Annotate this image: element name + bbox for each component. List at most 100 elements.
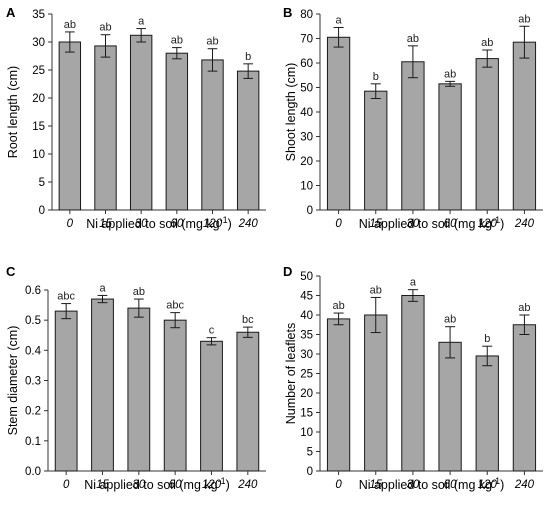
y-tick-label: 35 (32, 9, 45, 21)
x-tick-label: 120 (478, 218, 498, 230)
x-tick-label: 240 (514, 479, 535, 491)
y-tick-label: 60 (300, 58, 313, 70)
significance-letter: ab (370, 284, 382, 296)
x-tick-label: 0 (63, 479, 70, 491)
bar (236, 70, 260, 211)
significance-letter: a (336, 14, 343, 26)
y-tick-label: 80 (300, 9, 313, 21)
y-tick-label: 25 (300, 369, 313, 381)
x-tick-label: 120 (202, 479, 222, 491)
y-tick-label: 40 (300, 107, 313, 119)
significance-letter: b (245, 51, 251, 63)
x-tick-label: 30 (135, 218, 148, 230)
y-tick-label: 0.3 (25, 376, 41, 388)
x-tick-label: 30 (132, 479, 145, 491)
bar (200, 340, 223, 472)
bar (236, 331, 260, 472)
y-tick-label: 20 (32, 93, 45, 105)
y-tick-label: 45 (300, 291, 313, 303)
significance-letter: a (99, 282, 106, 294)
bar (512, 41, 537, 211)
significance-letter: abc (166, 300, 184, 312)
significance-letter: ab (99, 22, 111, 34)
significance-letter: ab (171, 35, 183, 47)
y-tick-label: 20 (300, 156, 313, 168)
significance-letter: ab (518, 302, 530, 314)
y-tick-label: 35 (300, 330, 313, 342)
y-tick-label: 0.0 (25, 466, 41, 478)
bar (401, 61, 425, 211)
x-tick-label: 15 (369, 218, 382, 230)
bar (475, 58, 499, 211)
x-axis-title: Ni applied to soil (mg kg-1) (84, 476, 230, 492)
x-tick-label: 0 (67, 218, 74, 230)
y-tick-label: 50 (300, 271, 313, 283)
significance-letter: ab (444, 68, 456, 80)
x-tick-label: 60 (169, 479, 182, 491)
bar (201, 59, 224, 211)
significance-letter: ab (64, 19, 76, 31)
bar (94, 45, 117, 211)
bar (326, 36, 351, 211)
significance-letter: b (484, 333, 490, 345)
bar (165, 52, 189, 211)
x-tick-label: 15 (96, 479, 109, 491)
bar (364, 314, 388, 472)
y-tick-label: 0.2 (25, 406, 41, 418)
y-tick-label: 0.5 (25, 315, 41, 327)
y-tick-label: 70 (300, 34, 313, 46)
bar (438, 341, 462, 472)
bar (326, 318, 351, 472)
y-tick-label: 5 (307, 447, 313, 459)
panel-letter: D (283, 264, 292, 279)
y-tick-label: 30 (300, 349, 313, 361)
y-axis-title: Shoot length (cm) (284, 63, 298, 162)
x-tick-label: 30 (407, 479, 420, 491)
bar (364, 90, 388, 211)
x-tick-label: 240 (238, 218, 259, 230)
x-tick-label: 60 (444, 479, 457, 491)
x-tick-label: 30 (407, 218, 420, 230)
significance-letter: ab (332, 300, 344, 312)
y-tick-label: 30 (300, 132, 313, 144)
significance-letter: ab (206, 36, 218, 48)
x-axis-title: Ni applied to soil (mg kg-1) (359, 476, 505, 492)
y-tick-label: 40 (300, 310, 313, 322)
bar (91, 298, 114, 472)
significance-letter: ab (444, 314, 456, 326)
panel-letter: B (283, 5, 292, 20)
y-tick-label: 0.4 (25, 345, 42, 357)
x-tick-label: 0 (335, 218, 342, 230)
x-tick-label: 0 (335, 479, 342, 491)
y-axis-title: Stem diameter (cm) (6, 326, 20, 436)
y-tick-label: 0.6 (25, 285, 41, 297)
y-tick-label: 10 (32, 149, 45, 161)
y-tick-label: 10 (300, 181, 313, 193)
bar (54, 310, 78, 472)
significance-letter: b (373, 71, 379, 83)
panel-d: D 0 5 10 15 20 25 30 35 40 45 50 Number of leaflets a… (283, 264, 543, 492)
panel-letter: C (6, 264, 16, 279)
y-tick-label: 15 (300, 408, 313, 420)
significance-letter: a (138, 16, 145, 28)
x-tick-label: 120 (478, 479, 498, 491)
y-tick-label: 5 (39, 177, 45, 189)
panel-a: A 0 5 10 15 20 25 30 35 Root length (cm) ab 0 ab 15 a 3… (6, 5, 266, 231)
y-tick-label: 0 (39, 205, 45, 217)
bar (512, 324, 537, 472)
significance-letter: abc (57, 291, 75, 303)
x-axis-title: Ni applied to soil (mg kg-1) (359, 215, 505, 231)
x-tick-label: 240 (514, 218, 535, 230)
x-axis-title: Ni applied to soil (mg kg-1) (86, 215, 232, 231)
x-tick-label: 120 (203, 218, 223, 230)
x-tick-label: 15 (99, 218, 112, 230)
bar (475, 355, 499, 472)
y-tick-label: 15 (32, 121, 45, 133)
y-tick-label: 0 (307, 466, 313, 478)
significance-letter: ab (481, 37, 493, 49)
y-tick-label: 20 (300, 388, 313, 400)
bar (401, 295, 425, 472)
panel-b: B 0 10 20 30 40 50 60 70 80 Shoot length (cm) a 0 b 15… (283, 5, 543, 231)
significance-letter: c (209, 325, 215, 337)
x-tick-label: 60 (170, 218, 183, 230)
